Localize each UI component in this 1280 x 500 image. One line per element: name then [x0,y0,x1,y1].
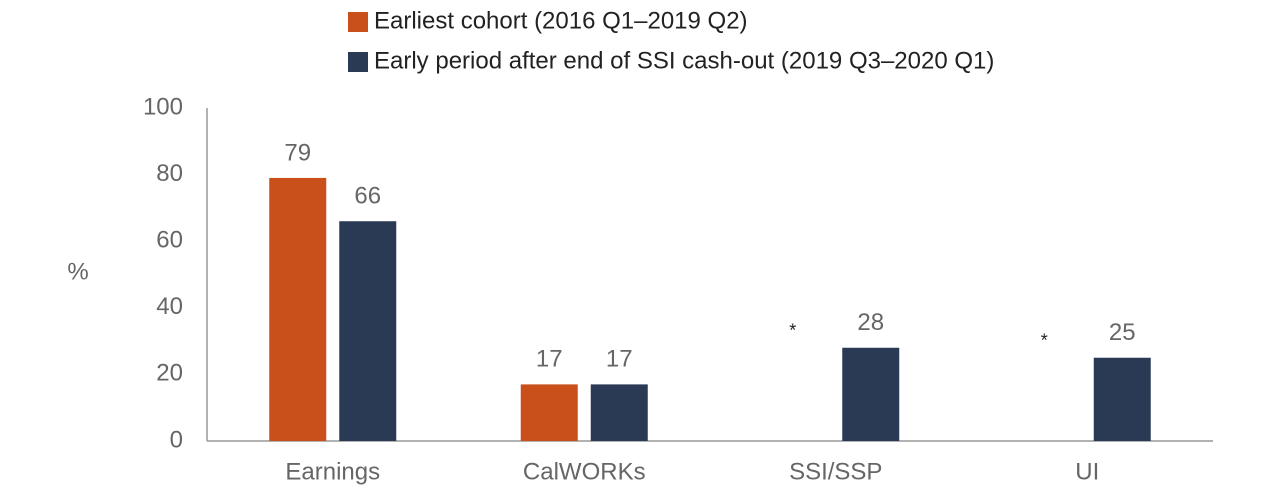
value-label: 79 [284,139,311,166]
value-label: 28 [857,309,884,336]
bar [842,347,900,441]
value-label: * [1041,331,1048,351]
y-tick-label: 20 [156,360,183,387]
value-label: * [789,321,796,341]
y-tick-label: 40 [156,293,183,320]
y-tick-label: 0 [170,426,183,453]
y-tick-label: 60 [156,227,183,254]
value-label: 17 [606,346,633,373]
bar [520,384,578,441]
x-tick-label: UI [1075,458,1099,485]
legend-swatch [348,52,368,72]
y-tick-label: 100 [143,93,183,120]
value-label: 25 [1109,319,1136,346]
value-label: 66 [354,183,381,210]
bar [590,384,648,441]
y-tick-label: 80 [156,160,183,187]
x-tick-label: CalWORKs [523,458,646,485]
bar [269,177,327,441]
x-tick-label: Earnings [285,458,380,485]
legend-label: Early period after end of SSI cash-out (… [374,47,994,74]
legend-label: Earliest cohort (2016 Q1–2019 Q2) [374,7,748,34]
value-label: 17 [536,346,563,373]
bar [1093,357,1151,441]
legend-swatch [348,12,368,32]
bar [339,221,397,441]
x-tick-label: SSI/SSP [789,458,882,485]
y-axis-label: % [67,258,88,285]
